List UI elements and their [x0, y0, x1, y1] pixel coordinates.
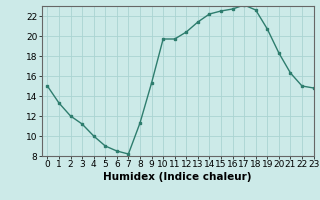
X-axis label: Humidex (Indice chaleur): Humidex (Indice chaleur) — [103, 172, 252, 182]
